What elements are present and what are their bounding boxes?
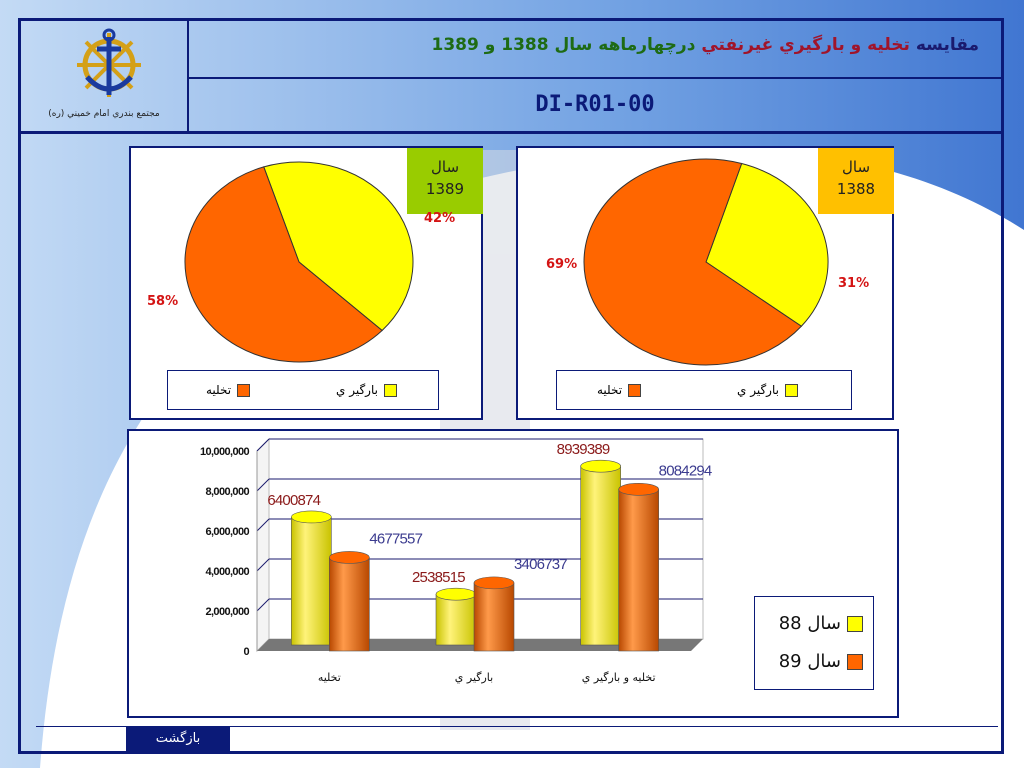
legend-label-bargiri: بارگير ي <box>336 383 378 397</box>
bar-top-89-2 <box>618 483 659 496</box>
bar-88-1 <box>435 593 477 646</box>
bar-top-88-2 <box>580 459 621 473</box>
bar-top-89-0 <box>329 551 370 564</box>
gridline-diag <box>256 518 270 532</box>
legend-label-takhlie: تخليه <box>206 383 232 397</box>
bar-89-0 <box>329 557 370 652</box>
year-badge-label: سال <box>430 158 460 176</box>
title-part-3: درچهارماهه سال 1388 و 1389 <box>431 35 696 55</box>
x-tick-label: تخليه و بارگير ي <box>582 671 656 684</box>
bar-data-label: 8939389 <box>557 441 610 458</box>
pie-label-bargiri-1389: 42% <box>424 211 456 226</box>
logo-area: مجتمع بندري امام خميني (ره) <box>21 21 189 131</box>
plot-side-wall <box>256 437 270 653</box>
bar-top-89-1 <box>473 576 515 590</box>
bar-88-0 <box>291 516 332 646</box>
pie-legend-1388: تخليه بارگير ي <box>556 370 852 410</box>
pie-slice-takhlie-1388 <box>583 158 803 366</box>
doc-code-bar: DI-R01-00 <box>189 79 1001 131</box>
y-tick-label: 0 <box>243 646 249 658</box>
pie-slice-bargiri-1388 <box>705 162 829 327</box>
pie-label-bargiri-1388: 31% <box>838 276 870 291</box>
legend-swatch-takhlie <box>628 384 642 397</box>
y-tick-label: 2,000,000 <box>205 606 249 618</box>
bar-top-88-1 <box>435 587 477 601</box>
y-tick-label: 10,000,000 <box>200 446 250 458</box>
x-tick-label: بارگير ي <box>455 671 493 684</box>
bar-data-label: 3406737 <box>514 556 567 573</box>
pie-slice-takhlie-1389 <box>184 166 383 363</box>
header-divider <box>21 131 1001 134</box>
bar-89-2 <box>618 489 659 652</box>
pie-chart-1389 <box>184 161 414 363</box>
pie-label-takhlie-1388: 69% <box>546 257 578 272</box>
bar-panel: 0 2,000,000 4,000,000 6,000,000 8,000,000 10,… <box>127 429 899 718</box>
legend-item-bargiri: بارگير ي <box>336 383 397 397</box>
year-badge-label: سال <box>841 158 871 176</box>
anchor-ship-wheel-icon <box>77 28 141 97</box>
footer-divider <box>36 726 998 727</box>
pie-chart-1388 <box>583 158 829 366</box>
pie-panel-1389: سال 1389 42% 58% تخليه بارگير ي <box>129 146 483 420</box>
title-part-2: تخليه و بارگيري غيرنفتي <box>701 35 910 55</box>
bar-legend-swatch-88 <box>847 616 863 632</box>
y-tick-label: 8,000,000 <box>205 486 249 498</box>
legend-swatch-bargiri <box>383 384 397 397</box>
gridline-diag <box>256 558 270 572</box>
pie-legend-1389: تخليه بارگير ي <box>167 370 439 410</box>
page-title: مقايسه تخليه و بارگيري غيرنفتي درچهارماه… <box>432 35 979 55</box>
back-button[interactable]: بازگشت <box>126 726 230 752</box>
bar-legend-label-88: سال 88 <box>778 613 841 634</box>
bar-data-label: 8084294 <box>659 462 712 479</box>
year-badge-1389: سال 1389 <box>407 148 483 214</box>
bar-89-1 <box>473 582 515 652</box>
title-part-1: مقايسه <box>915 35 979 55</box>
bar-legend-item-88: سال 88 <box>779 613 863 634</box>
doc-code: DI-R01-00 <box>535 92 655 117</box>
legend-item-takhlie: تخليه <box>597 383 642 397</box>
bar-data-label: 4677557 <box>369 530 422 547</box>
title-bar: مقايسه تخليه و بارگيري غيرنفتي درچهارماه… <box>189 21 1001 79</box>
legend-label-bargiri: بارگير ي <box>737 383 779 397</box>
gridline-diag <box>256 478 270 492</box>
bar-top-88-0 <box>291 510 332 524</box>
bar-legend-label-89: سال 89 <box>778 651 841 672</box>
bar-chart: 0 2,000,000 4,000,000 6,000,000 8,000,000 10,… <box>200 437 713 684</box>
bar-legend-item-89: سال 89 <box>779 651 863 672</box>
legend-item-takhlie: تخليه <box>206 383 251 397</box>
x-tick-label: تخليه <box>318 671 341 684</box>
legend-item-bargiri: بارگير ي <box>737 383 798 397</box>
bar-88-2 <box>580 465 621 646</box>
gridline-diag <box>256 598 270 612</box>
y-tick-label: 6,000,000 <box>205 526 249 538</box>
legend-swatch-bargiri <box>784 384 798 397</box>
bar-data-label: 2538515 <box>412 569 465 586</box>
y-tick-label: 4,000,000 <box>205 566 249 578</box>
legend-label-takhlie: تخليه <box>597 383 623 397</box>
pie-panel-1388: سال 1388 69% 31% تخليه بارگير ي <box>516 146 894 420</box>
bar-data-label: 6400874 <box>267 492 320 509</box>
legend-swatch-takhlie <box>237 384 251 397</box>
year-badge-value: 1388 <box>836 180 876 198</box>
bar-legend: سال 88 سال 89 <box>754 596 874 690</box>
organization-name: مجتمع بندري امام خميني (ره) <box>48 109 160 119</box>
year-badge-1388: سال 1388 <box>818 148 894 214</box>
pie-slice-bargiri-1389 <box>263 161 414 332</box>
pie-label-takhlie-1389: 58% <box>147 294 179 309</box>
main-frame <box>18 18 1004 754</box>
year-badge-value: 1389 <box>425 180 465 198</box>
gridline-diag <box>256 438 270 452</box>
bar-legend-swatch-89 <box>847 654 863 670</box>
